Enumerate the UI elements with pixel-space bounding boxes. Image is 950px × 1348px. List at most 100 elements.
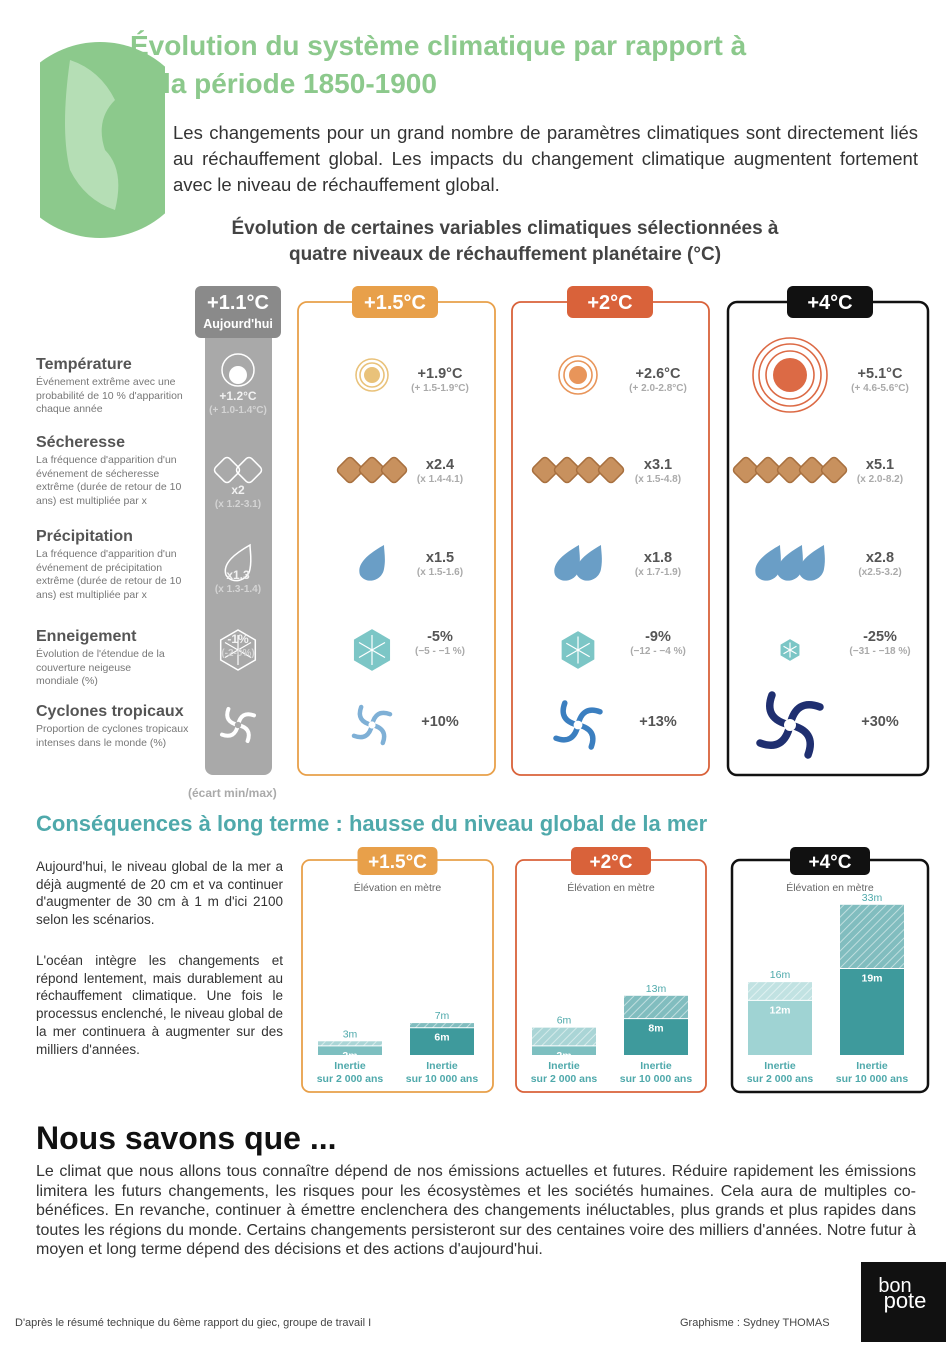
icon	[353, 629, 391, 671]
cell-value: x1.8	[644, 550, 672, 566]
cell-range: (x 1.2-3.1)	[215, 499, 261, 510]
cell-range: (x 1.5-1.6)	[417, 567, 463, 578]
level-label: +4°C	[809, 852, 852, 873]
snow-arm	[224, 641, 252, 659]
icon	[355, 358, 389, 392]
icon	[561, 631, 595, 669]
sun-ring	[752, 337, 828, 413]
drop	[359, 545, 385, 581]
icon	[531, 456, 625, 484]
cell-value: x1.3	[226, 568, 250, 582]
level-label: +1.5°C	[364, 292, 426, 314]
base-label: 8m	[648, 1023, 663, 1035]
credit: Graphisme : Sydney THOMAS	[680, 1317, 830, 1329]
sun-ring	[221, 353, 255, 387]
row-name: Précipitation	[36, 528, 133, 545]
level-label: +1.1°C	[207, 292, 269, 314]
bar-caption: sur 10 000 ans	[836, 1073, 909, 1085]
bar-caption: sur 2 000 ans	[317, 1073, 384, 1085]
conclusion-title: Nous savons que ...	[36, 1120, 337, 1156]
cell-value: x3.1	[644, 457, 672, 473]
row-description: Proportion de cyclones tropicaux intense…	[36, 723, 189, 749]
bar-caption: Inertie	[334, 1060, 366, 1072]
cell-range: (−5 - −1 %)	[415, 646, 465, 657]
drop	[224, 543, 252, 582]
icon	[219, 629, 257, 671]
bar-caption: Inertie	[640, 1060, 672, 1072]
cell-value: +13%	[639, 714, 677, 730]
drop	[799, 545, 825, 581]
drought-tile	[531, 456, 559, 484]
drought-tile	[575, 456, 603, 484]
icon	[220, 707, 256, 743]
drought-tile	[732, 456, 760, 484]
cyclone-eye	[234, 721, 242, 729]
cell-value: x2.8	[866, 550, 894, 566]
cell-value: -9%	[645, 629, 671, 645]
cell-value: x2.4	[426, 457, 454, 473]
snow-arm	[566, 642, 590, 658]
icon	[336, 456, 408, 484]
bar-hatch	[532, 1027, 596, 1046]
drop	[777, 545, 803, 581]
cell-range: (+ 1.5-1.9°C)	[411, 383, 469, 394]
cell-range: (x 2.0-8.2)	[857, 474, 903, 485]
base-label: 2m	[342, 1050, 357, 1062]
row-name: Température	[36, 356, 132, 373]
drought-tile	[820, 456, 848, 484]
drop	[576, 545, 602, 581]
drought-tile	[754, 456, 782, 484]
cell-value: +2.6°C	[636, 366, 681, 382]
icon	[554, 545, 602, 581]
globe	[40, 42, 165, 238]
cell-value: x5.1	[866, 457, 894, 473]
cell-range: (−12 - −4 %)	[630, 646, 686, 657]
paragraph: L'océan intègre les changements et répon…	[36, 953, 283, 1057]
drought-tile	[336, 456, 364, 484]
bar-caption: Inertie	[764, 1060, 796, 1072]
base-label: 2m	[556, 1050, 571, 1062]
base-label: 12m	[769, 1004, 790, 1016]
cyclone-eye	[368, 721, 376, 729]
total-label: 16m	[770, 969, 791, 981]
bar-hatch	[624, 995, 688, 1019]
total-label: 13m	[646, 983, 667, 995]
bar-hatch	[410, 1023, 474, 1028]
drought-tile	[358, 456, 386, 484]
cell-range: (x 1.3-1.4)	[215, 584, 261, 595]
level-badge	[571, 847, 651, 875]
level-label: +4°C	[807, 292, 852, 314]
sun-ring	[569, 366, 587, 384]
sea-panel	[515, 859, 707, 1093]
icon	[359, 545, 385, 581]
icon	[224, 543, 252, 582]
sun-ring	[563, 360, 593, 390]
drought-tile	[776, 456, 804, 484]
sun-ring	[229, 366, 247, 384]
level-badge	[357, 847, 438, 875]
cell-value: -25%	[863, 629, 897, 645]
bar-base	[410, 1027, 474, 1055]
row-description: La fréquence d'apparition d'un événement…	[36, 454, 182, 507]
level-badge	[567, 286, 653, 318]
icon	[780, 639, 800, 661]
level-badge	[195, 286, 281, 338]
drought-tile	[380, 456, 408, 484]
icon	[553, 700, 603, 750]
logo-bg	[861, 1262, 946, 1342]
bar-caption: Inertie	[548, 1060, 580, 1072]
cell-value: +1.2°C	[219, 389, 256, 403]
cyclone-eye	[784, 719, 796, 731]
icon	[558, 355, 598, 395]
cell-value: -1%	[227, 632, 249, 646]
cell-value: x1.5	[426, 550, 454, 566]
drought-tile	[597, 456, 625, 484]
cell-range: (x 1.5-4.8)	[635, 474, 681, 485]
axis-label: Élévation en mètre	[354, 881, 442, 894]
drought-tile	[798, 456, 826, 484]
sun-ring	[355, 358, 389, 392]
cell-range: (+ 4.6-5.6°C)	[851, 383, 909, 394]
snow-hex	[219, 629, 257, 671]
level-sublabel: Aujourd'hui	[203, 317, 273, 331]
